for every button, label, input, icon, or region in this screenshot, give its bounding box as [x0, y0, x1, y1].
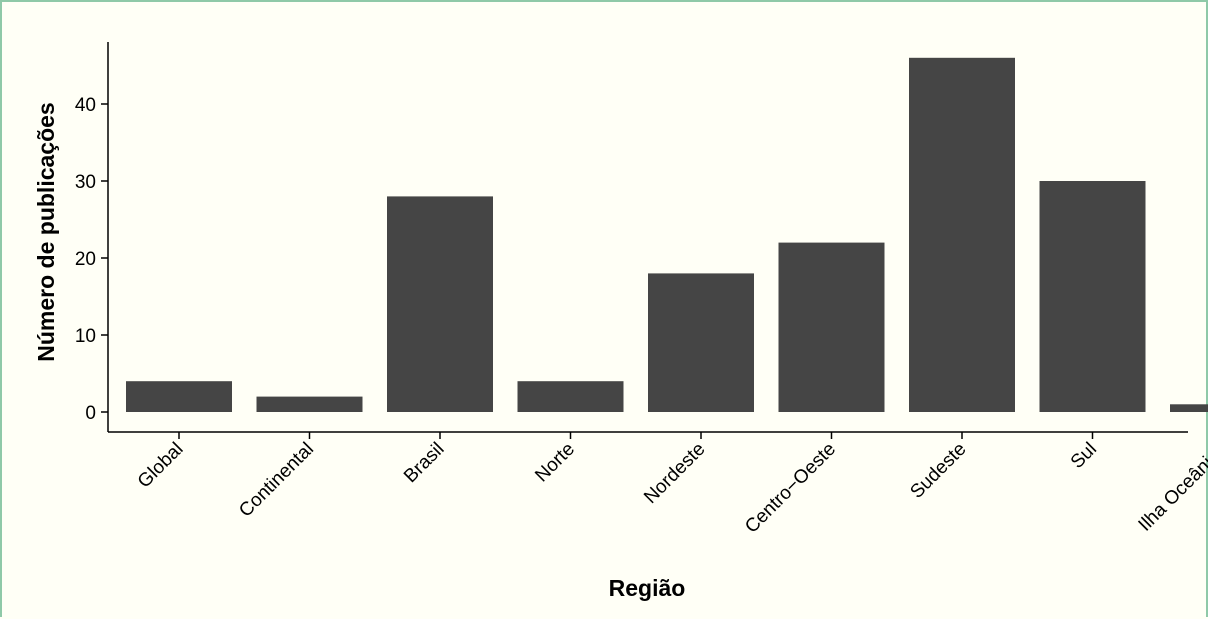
- bar-continental: [256, 396, 363, 412]
- bar-norte: [517, 381, 624, 412]
- bar-centro-oeste: [778, 242, 885, 412]
- x-tick-label: Sul: [1067, 439, 1101, 473]
- x-tick-label: Continental: [235, 439, 318, 522]
- bar-brasil: [387, 196, 493, 412]
- bar-ilha-oce-nica: [1170, 404, 1208, 412]
- x-tick-label: Nordeste: [640, 439, 709, 508]
- y-ticks-group: 0 10 20 30 40: [75, 95, 108, 424]
- bar-nordeste: [648, 273, 754, 412]
- x-tick-label: Brasil: [400, 439, 448, 487]
- y-tick-label: 30: [75, 172, 96, 193]
- bars-group: [126, 57, 1208, 413]
- x-axis-title: Região: [609, 575, 686, 601]
- x-tick-label: Ilha Oceânica: [1135, 438, 1208, 535]
- bar-global: [126, 381, 232, 412]
- bar-sudeste: [909, 57, 1015, 413]
- y-axis-title: Número de publicações: [33, 102, 59, 361]
- x-tick-label: Norte: [531, 439, 579, 487]
- bar-sul: [1039, 181, 1146, 412]
- x-ticks-group: Global Continental Brasil Norte Nordeste Cent…: [134, 432, 1208, 538]
- y-tick-label: 40: [75, 95, 96, 116]
- y-tick-label: 10: [75, 326, 96, 347]
- x-tick-label: Sudeste: [906, 439, 970, 503]
- y-tick-label: 20: [75, 249, 96, 270]
- x-tick-label: Centro−Oeste: [741, 439, 840, 538]
- y-tick-label: 0: [85, 403, 96, 424]
- x-tick-label: Global: [134, 439, 188, 493]
